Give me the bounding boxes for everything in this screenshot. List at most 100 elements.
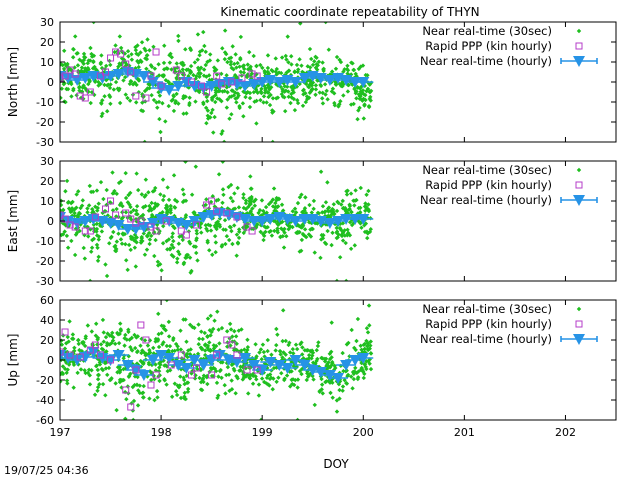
data-point-30sec — [173, 99, 179, 104]
legend-marker-rapid — [575, 181, 583, 189]
data-point-30sec — [177, 234, 182, 239]
data-point-30sec — [197, 336, 202, 342]
data-point-30sec — [149, 93, 154, 98]
data-point-30sec — [275, 228, 280, 233]
data-point-30sec — [124, 62, 129, 67]
data-point-30sec — [187, 102, 192, 108]
data-point-rapid — [187, 78, 195, 86]
data-point-30sec — [211, 94, 216, 100]
legend: Near real-time (30sec)Rapid PPP (kin hou… — [420, 302, 598, 346]
data-point-30sec — [141, 231, 146, 236]
data-point-30sec — [206, 116, 211, 121]
data-point-30sec — [82, 368, 87, 373]
data-point-30sec — [232, 223, 237, 228]
data-point-30sec — [279, 202, 285, 207]
data-point-30sec — [80, 198, 86, 203]
data-point-30sec — [247, 104, 253, 110]
data-point-30sec — [101, 339, 106, 344]
data-point-30sec — [111, 335, 116, 340]
data-point-30sec — [366, 103, 372, 109]
data-point-30sec — [349, 327, 354, 333]
data-point-30sec — [88, 100, 93, 106]
data-point-30sec — [121, 377, 126, 383]
data-point-30sec — [337, 255, 343, 260]
data-point-30sec — [314, 348, 319, 353]
data-point-30sec — [170, 97, 175, 102]
data-point-30sec — [128, 247, 133, 253]
data-point-rapid — [182, 231, 190, 239]
data-point-30sec — [243, 94, 248, 100]
data-point-hourly — [323, 370, 336, 381]
y-tick-label: -10 — [36, 235, 54, 248]
data-point-30sec — [273, 56, 278, 61]
data-point-rapid — [243, 366, 251, 374]
data-point-30sec — [304, 348, 310, 353]
data-point-30sec — [356, 66, 362, 72]
data-point-hourly — [248, 360, 261, 371]
data-point-rapid — [96, 351, 104, 359]
data-point-30sec — [323, 22, 328, 25]
data-point-30sec — [320, 236, 326, 241]
data-point-30sec — [208, 347, 213, 353]
data-point-30sec — [144, 66, 149, 71]
data-point-30sec — [325, 180, 330, 185]
data-point-30sec — [114, 191, 119, 197]
data-point-30sec — [74, 230, 80, 235]
data-point-30sec — [364, 359, 369, 364]
data-point-30sec — [176, 385, 182, 390]
data-point-30sec — [205, 108, 211, 113]
data-point-30sec — [334, 409, 340, 414]
data-point-30sec — [92, 92, 97, 98]
data-point-rapid — [208, 197, 216, 205]
data-point-30sec — [119, 216, 124, 222]
data-point-30sec — [126, 374, 132, 379]
data-point-rapid — [117, 50, 125, 58]
data-point-30sec — [295, 385, 300, 390]
data-point-30sec — [285, 34, 290, 39]
data-point-rapid — [172, 66, 180, 74]
data-point-30sec — [199, 346, 205, 351]
data-point-30sec — [72, 252, 78, 258]
data-point-30sec — [184, 373, 189, 378]
data-point-30sec — [171, 335, 176, 341]
data-point-30sec — [65, 245, 71, 250]
data-point-30sec — [91, 228, 97, 234]
data-point-30sec — [116, 340, 122, 346]
data-point-30sec — [201, 29, 206, 35]
data-point-hourly — [147, 77, 160, 88]
data-point-30sec — [193, 244, 199, 249]
data-point-30sec — [270, 139, 275, 142]
data-point-hourly — [163, 85, 176, 96]
data-point-30sec — [333, 365, 338, 371]
data-point-30sec — [89, 329, 95, 334]
data-point-30sec — [306, 352, 312, 358]
data-point-30sec — [156, 62, 161, 67]
data-point-hourly — [163, 353, 176, 364]
data-point-30sec — [265, 83, 270, 88]
data-point-30sec — [267, 383, 272, 388]
legend: Near real-time (30sec)Rapid PPP (kin hou… — [420, 24, 598, 68]
data-point-30sec — [256, 382, 262, 387]
data-point-30sec — [155, 338, 161, 343]
data-point-30sec — [215, 96, 220, 101]
data-point-30sec — [219, 71, 224, 77]
data-point-30sec — [136, 90, 142, 95]
data-point-30sec — [187, 95, 192, 100]
data-point-30sec — [272, 228, 277, 234]
data-point-30sec — [326, 209, 331, 214]
data-point-30sec — [152, 397, 157, 403]
data-point-rapid — [76, 92, 84, 100]
data-point-hourly — [256, 365, 269, 376]
data-point-30sec — [233, 96, 238, 101]
data-point-30sec — [193, 164, 199, 169]
data-point-30sec — [281, 308, 286, 313]
data-point-30sec — [191, 72, 196, 78]
data-point-30sec — [169, 242, 175, 248]
data-point-30sec — [180, 237, 185, 243]
data-point-30sec — [220, 89, 225, 94]
data-point-30sec — [358, 94, 363, 99]
data-point-30sec — [100, 317, 106, 323]
data-point-30sec — [205, 334, 210, 340]
data-point-30sec — [234, 232, 240, 237]
data-point-30sec — [340, 384, 346, 389]
